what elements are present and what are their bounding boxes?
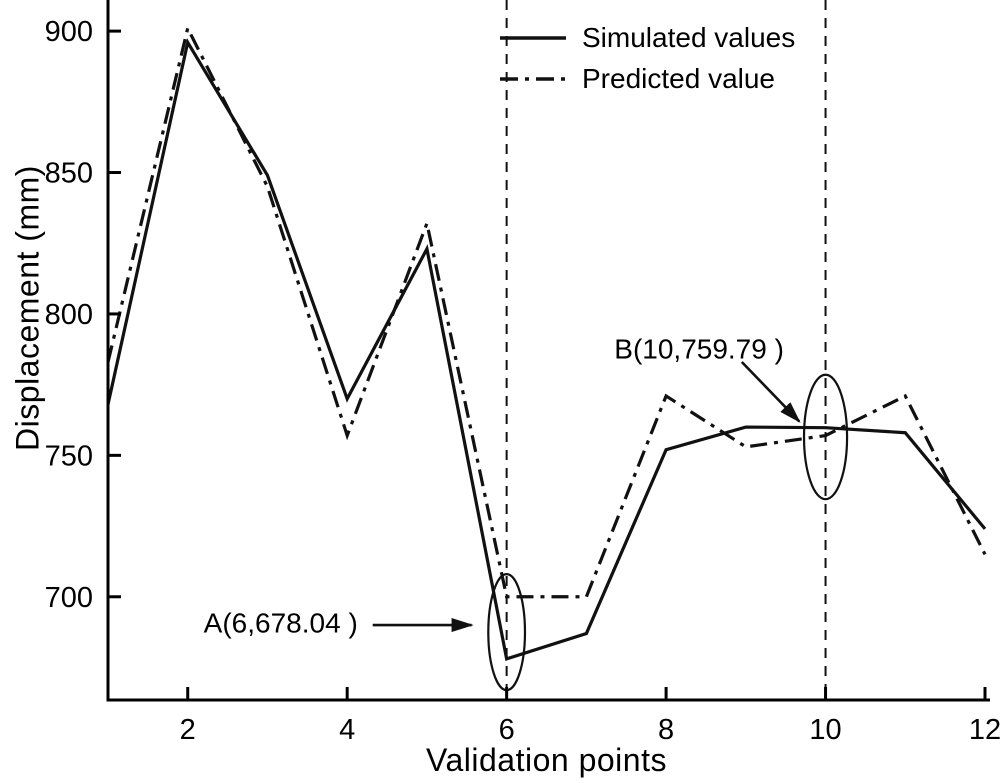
highlight-ellipse-b — [802, 373, 849, 501]
legend-entry-predicted: Predicted value — [500, 63, 795, 95]
y-tick-label-800: 800 — [45, 299, 93, 331]
x-tick-label-6: 6 — [499, 714, 515, 746]
dash-dot-line-sample-icon — [500, 77, 566, 81]
y-tick-label-850: 850 — [45, 158, 93, 190]
legend-entry-simulated: Simulated values — [500, 22, 795, 54]
x-tick-label-8: 8 — [658, 714, 674, 746]
annotation-b-arrow — [740, 361, 801, 423]
y-tick-label-900: 900 — [45, 16, 93, 48]
x-axis-title: Validation points — [426, 742, 667, 778]
x-tick-label-10: 10 — [809, 714, 841, 746]
x-tick-label-2: 2 — [180, 714, 196, 746]
y-tick-label-700: 700 — [45, 582, 93, 614]
y-tick-label-750: 750 — [45, 440, 93, 472]
y-axis-title: Displacement (mm) — [9, 165, 46, 451]
series-line-predicted — [106, 23, 987, 599]
annotation-b-label: B(10,759.79 ) — [614, 333, 784, 365]
x-tick-label-4: 4 — [339, 714, 355, 746]
solid-line-sample-icon — [500, 36, 566, 40]
annotation-a-label: A(6,678.04 ) — [203, 607, 358, 639]
legend-label-simulated: Simulated values — [582, 22, 796, 53]
x-tick-label-12: 12 — [969, 714, 1000, 746]
series-line-simulated — [106, 38, 987, 661]
legend: Simulated values Predicted value — [500, 22, 795, 95]
legend-label-predicted: Predicted value — [582, 63, 776, 94]
